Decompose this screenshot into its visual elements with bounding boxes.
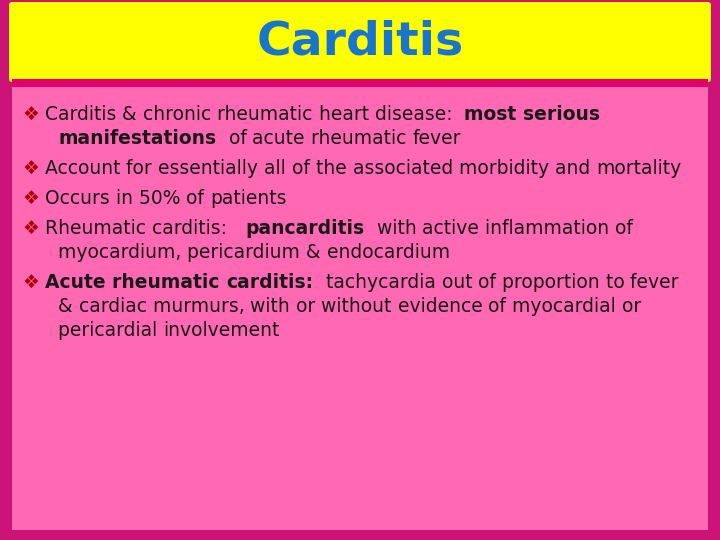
Text: patients: patients (210, 189, 287, 208)
Text: of: of (478, 273, 502, 292)
Text: murmurs,: murmurs, (153, 297, 251, 316)
Text: Acute: Acute (45, 273, 112, 292)
Text: rheumatic: rheumatic (311, 129, 413, 148)
Text: endocardium: endocardium (327, 243, 450, 262)
Text: tachycardia: tachycardia (325, 273, 441, 292)
Text: out: out (441, 273, 478, 292)
Text: the: the (316, 159, 353, 178)
Text: essentially: essentially (158, 159, 264, 178)
Text: ❖: ❖ (22, 189, 39, 208)
Text: pericardium: pericardium (187, 243, 306, 262)
Text: chronic: chronic (143, 105, 217, 124)
Bar (12, 79, 708, 87)
Text: pericardial: pericardial (58, 321, 163, 340)
Text: myocardial: myocardial (513, 297, 622, 316)
Text: 50%: 50% (139, 189, 186, 208)
Text: with: with (377, 219, 423, 238)
Text: manifestations: manifestations (58, 129, 216, 148)
Text: ❖: ❖ (22, 105, 39, 124)
Text: mortality: mortality (596, 159, 682, 178)
Text: rheumatic: rheumatic (217, 105, 319, 124)
Text: in: in (116, 189, 139, 208)
Text: associated: associated (353, 159, 459, 178)
Text: ❖: ❖ (22, 159, 39, 178)
Text: of: of (488, 297, 513, 316)
Text: Carditis: Carditis (45, 105, 122, 124)
Text: of: of (616, 219, 639, 238)
Text: morbidity: morbidity (459, 159, 555, 178)
FancyBboxPatch shape (9, 2, 711, 82)
Text: carditis:: carditis: (226, 273, 313, 292)
Text: serious: serious (523, 105, 607, 124)
Text: Occurs: Occurs (45, 189, 116, 208)
Bar (12, 87, 708, 530)
Text: with: with (251, 297, 296, 316)
Text: myocardium,: myocardium, (58, 243, 187, 262)
Text: acute: acute (253, 129, 311, 148)
Text: Account: Account (45, 159, 127, 178)
Text: or: or (622, 297, 647, 316)
Text: ❖: ❖ (22, 273, 39, 292)
Text: pancarditis: pancarditis (245, 219, 364, 238)
Text: rheumatic: rheumatic (112, 273, 226, 292)
Text: without: without (321, 297, 397, 316)
Text: of: of (186, 189, 210, 208)
Text: or: or (296, 297, 321, 316)
Text: &: & (122, 105, 143, 124)
Text: &: & (306, 243, 327, 262)
Text: fever: fever (631, 273, 685, 292)
Text: &: & (58, 297, 78, 316)
Text: inflammation: inflammation (485, 219, 616, 238)
Text: carditis:: carditis: (152, 219, 233, 238)
Text: proportion: proportion (502, 273, 606, 292)
Text: Carditis: Carditis (256, 19, 464, 64)
Text: evidence: evidence (397, 297, 488, 316)
Text: disease:: disease: (374, 105, 459, 124)
Text: Rheumatic: Rheumatic (45, 219, 152, 238)
Text: to: to (606, 273, 631, 292)
Text: fever: fever (413, 129, 461, 148)
Text: active: active (423, 219, 485, 238)
Text: of: of (229, 129, 253, 148)
Text: all: all (264, 159, 292, 178)
Text: for: for (127, 159, 158, 178)
Text: of: of (292, 159, 316, 178)
Text: most: most (464, 105, 523, 124)
Text: involvement: involvement (163, 321, 279, 340)
Text: ❖: ❖ (22, 219, 39, 238)
Text: heart: heart (319, 105, 374, 124)
Text: cardiac: cardiac (78, 297, 153, 316)
Text: and: and (555, 159, 596, 178)
